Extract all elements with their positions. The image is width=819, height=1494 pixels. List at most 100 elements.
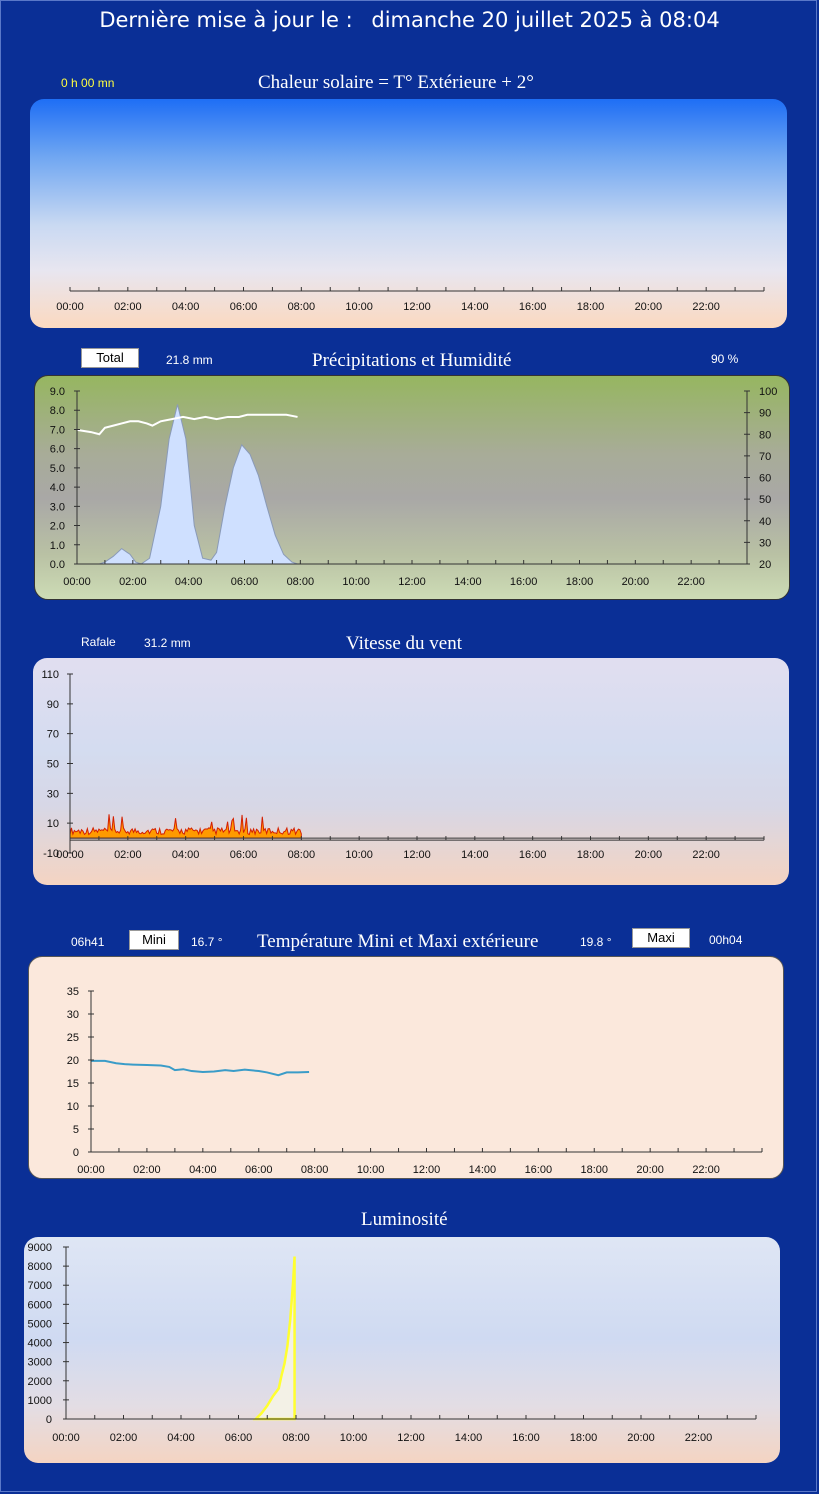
temp-x-tick-label: 22:00 (692, 1164, 720, 1176)
wind-x-tick-label: 22:00 (692, 849, 720, 861)
update-label: Dernière mise à jour le : (99, 8, 353, 32)
lum-x-tick-label: 02:00 (110, 1432, 138, 1444)
wind-title: Vitesse du vent (346, 633, 463, 654)
temp-x-tick-label: 00:00 (77, 1164, 105, 1176)
temp-x-tick-label: 08:00 (301, 1164, 329, 1176)
solar-x-tick-label: 20:00 (635, 301, 663, 313)
rain-y-tick-label: 3.0 (50, 501, 65, 513)
lum-x-tick-label: 06:00 (225, 1432, 253, 1444)
solar-x-tick-label: 12:00 (403, 301, 431, 313)
temp-y-tick-label: 15 (67, 1078, 79, 1090)
lum-y-tick-label: 8000 (28, 1261, 52, 1273)
rain-y-tick-label: 9.0 (50, 386, 65, 398)
wind-y-tick-label: 10 (47, 818, 59, 830)
lum-y-tick-label: 2000 (28, 1376, 52, 1388)
gust-label: Rafale (81, 635, 116, 649)
gust-value: 31.2 mm (144, 636, 191, 650)
lum-x-tick-label: 08:00 (282, 1432, 310, 1444)
lum-x-tick-label: 18:00 (570, 1432, 598, 1444)
rain-x-tick-label: 22:00 (677, 576, 705, 588)
temp-x-tick-label: 12:00 (413, 1164, 441, 1176)
wind-x-tick-label: 14:00 (461, 849, 489, 861)
temp-max-value: 19.8 ° (580, 935, 612, 949)
temp-y-tick-label: 0 (73, 1147, 79, 1159)
temp-y-tick-label: 10 (67, 1101, 79, 1113)
lum-y-tick-label: 7000 (28, 1280, 52, 1292)
rain-total-label: Total (81, 348, 139, 368)
wind-x-tick-label: 08:00 (288, 849, 316, 861)
wind-x-tick-label: 04:00 (172, 849, 200, 861)
rain-x-tick-label: 06:00 (231, 576, 259, 588)
humidity-y-tick-label: 80 (759, 429, 771, 441)
wind-x-tick-label: 12:00 (403, 849, 431, 861)
rain-y-tick-label: 8.0 (50, 405, 65, 417)
rain-x-tick-label: 20:00 (622, 576, 650, 588)
wind-y-tick-label: 90 (47, 699, 59, 711)
solar-duration: 0 h 00 mn (61, 76, 115, 90)
temp-x-tick-label: 20:00 (636, 1164, 664, 1176)
wind-x-tick-label: 06:00 (230, 849, 258, 861)
temp-panel: 0 5 10 15 20 25 30 35 00:00 02:00 04:00 06:00 08:00 1… (28, 956, 784, 1179)
rain-y-tick-label: 0.0 (50, 559, 65, 571)
lum-y-tick-label: 3000 (28, 1357, 52, 1369)
wind-x-tick-label: 00:00 (56, 849, 84, 861)
wind-y-tick-label: 110 (41, 669, 59, 681)
lum-x-tick-label: 16:00 (512, 1432, 540, 1444)
solar-x-tick-label: 18:00 (577, 301, 605, 313)
temp-y-tick-label: 5 (73, 1124, 79, 1136)
solar-panel: 00:00 02:00 04:00 06:00 08:00 10:00 12:00 14:00… (30, 99, 787, 328)
temp-title: Température Mini et Maxi extérieure (257, 931, 539, 952)
temp-x-tick-label: 16:00 (525, 1164, 553, 1176)
rain-x-tick-label: 10:00 (342, 576, 370, 588)
humidity-y-tick-label: 100 (759, 386, 777, 398)
temp-x-tick-label: 14:00 (469, 1164, 497, 1176)
temp-y-tick-label: 20 (67, 1055, 79, 1067)
rain-y-tick-label: 5.0 (50, 463, 65, 475)
lum-x-tick-label: 10:00 (340, 1432, 368, 1444)
wind-x-tick-label: 16:00 (519, 849, 547, 861)
wind-x-tick-label: 18:00 (577, 849, 605, 861)
temp-x-tick-label: 18:00 (580, 1164, 608, 1176)
lum-x-tick-label: 14:00 (455, 1432, 483, 1444)
update-header: Dernière mise à jour le : dimanche 20 ju… (0, 8, 819, 32)
humidity-y-tick-label: 50 (759, 494, 771, 506)
solar-x-tick-label: 16:00 (519, 301, 547, 313)
temp-x-tick-label: 10:00 (357, 1164, 385, 1176)
solar-x-tick-label: 00:00 (56, 301, 84, 313)
temp-chart: 0 5 10 15 20 25 30 35 00:00 02:00 04:00 06:00 08:00 1… (67, 986, 763, 1176)
lum-title: Luminosité (361, 1209, 448, 1230)
solar-x-tick-label: 06:00 (230, 301, 258, 313)
wind-y-tick-label: 30 (47, 788, 59, 800)
rain-x-tick-label: 14:00 (454, 576, 482, 588)
rain-x-tick-label: 12:00 (398, 576, 426, 588)
lum-y-tick-label: 0 (46, 1414, 52, 1426)
wind-chart: -10 10 30 50 70 90 110 00:00 02:00 04:00 06:00 08:0… (41, 669, 765, 861)
temp-y-tick-label: 30 (67, 1009, 79, 1021)
rain-y-tick-label: 7.0 (50, 424, 65, 436)
rain-y-tick-label: 2.0 (50, 521, 65, 533)
humidity-y-tick-label: 30 (759, 537, 771, 549)
solar-x-tick-label: 02:00 (114, 301, 142, 313)
wind-y-tick-label: 70 (47, 729, 59, 741)
rain-total-value: 21.8 mm (166, 353, 213, 367)
rain-x-tick-label: 00:00 (63, 576, 91, 588)
temp-x-tick-label: 06:00 (245, 1164, 273, 1176)
temp-y-tick-label: 35 (67, 986, 79, 998)
humidity-line (76, 413, 298, 436)
lum-area (252, 1256, 296, 1421)
lum-x-tick-label: 22:00 (685, 1432, 713, 1444)
rain-x-tick-label: 02:00 (119, 576, 147, 588)
lum-x-tick-label: 04:00 (167, 1432, 195, 1444)
rain-area (77, 404, 298, 565)
lum-x-tick-label: 20:00 (627, 1432, 655, 1444)
humidity-y-tick-label: 20 (759, 559, 771, 571)
solar-x-tick-label: 22:00 (692, 301, 720, 313)
rain-y-tick-label: 4.0 (50, 482, 65, 494)
solar-chart: 00:00 02:00 04:00 06:00 08:00 10:00 12:00 14:00… (56, 287, 765, 313)
lum-y-tick-label: 6000 (28, 1299, 52, 1311)
solar-x-tick-label: 10:00 (345, 301, 373, 313)
temp-x-tick-label: 04:00 (189, 1164, 217, 1176)
rain-x-tick-label: 04:00 (175, 576, 203, 588)
temp-max-time: 00h04 (709, 933, 743, 947)
